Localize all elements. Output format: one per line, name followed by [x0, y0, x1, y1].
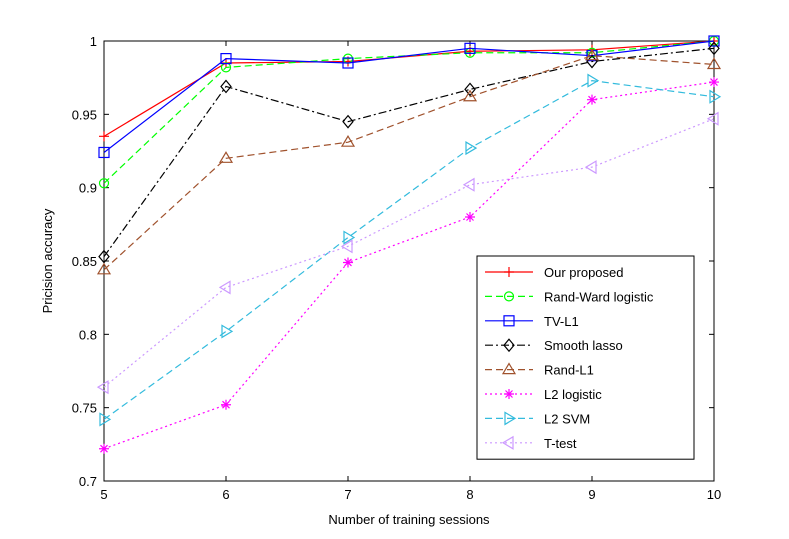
- legend-item: T-test: [485, 435, 577, 451]
- data-point: [342, 114, 354, 129]
- y-tick-label: 0.7: [79, 474, 97, 489]
- data-point: [343, 230, 356, 245]
- data-point: [221, 324, 234, 339]
- data-point: [584, 48, 600, 61]
- x-axis-label: Number of training sessions: [328, 512, 490, 527]
- data-point: [342, 57, 354, 69]
- data-point: [220, 62, 232, 73]
- legend-label: Rand-L1: [544, 363, 594, 378]
- legend-label: T-test: [544, 436, 577, 451]
- series-line: [103, 47, 715, 257]
- legend-marker: [501, 435, 514, 450]
- y-tick-label: 0.8: [79, 327, 97, 342]
- legend-label: Smooth lasso: [544, 338, 623, 353]
- series-line: [103, 40, 715, 153]
- x-tick-label: 7: [344, 487, 351, 502]
- legend-label: L2 logistic: [544, 387, 602, 402]
- legend-marker: [503, 291, 515, 302]
- series-line: [103, 55, 715, 271]
- x-tick-label: 8: [466, 487, 473, 502]
- data-point: [462, 177, 475, 192]
- data-point: [706, 57, 722, 70]
- x-tick-label: 9: [588, 487, 595, 502]
- y-tick-label: 0.9: [79, 181, 97, 196]
- data-point: [99, 412, 112, 427]
- data-point: [218, 280, 231, 295]
- data-point: [221, 399, 231, 410]
- data-point: [708, 41, 720, 56]
- data-point: [706, 111, 719, 126]
- data-point: [465, 141, 478, 156]
- series-line: [103, 118, 715, 388]
- series-l2-svm: [99, 73, 722, 427]
- data-point: [587, 73, 600, 88]
- data-point: [340, 135, 356, 147]
- series-tv-l1: [98, 35, 720, 159]
- legend-label: Rand-Ward logistic: [544, 289, 654, 304]
- data-point: [96, 262, 112, 275]
- series-t-test: [96, 111, 719, 395]
- legend-marker: [503, 315, 515, 327]
- x-tick-label: 5: [100, 487, 107, 502]
- x-tick-label: 10: [707, 487, 721, 502]
- data-point: [709, 77, 719, 88]
- y-tick-label: 0.85: [72, 254, 97, 269]
- legend-item: Rand-Ward logistic: [485, 289, 654, 304]
- legend-marker: [504, 389, 514, 399]
- series-line: [103, 40, 715, 184]
- y-tick-label: 1: [90, 34, 97, 49]
- data-point: [464, 42, 476, 54]
- data-point: [99, 131, 109, 142]
- data-point: [584, 160, 597, 175]
- series-layer: [96, 35, 722, 454]
- data-point: [465, 212, 475, 222]
- data-point: [98, 146, 110, 159]
- legend-label: L2 SVM: [544, 411, 590, 426]
- legend-item: L2 logistic: [485, 387, 602, 402]
- legend-marker: [504, 267, 514, 277]
- legend-label: TV-L1: [544, 314, 579, 329]
- legend: Our proposed Rand-Ward logistic TV-L1 Smoot…: [476, 255, 695, 460]
- axis-ticks: 5 6 7 8 9 10 0.7 0.75 0.8 0.85 0.9 0.95 1: [72, 34, 722, 502]
- data-point: [464, 82, 476, 97]
- data-point: [98, 249, 110, 264]
- legend-item: Our proposed: [485, 265, 624, 280]
- data-point: [98, 178, 110, 189]
- data-point: [220, 79, 232, 94]
- legend-item: L2 SVM: [485, 411, 590, 426]
- data-point: [218, 151, 234, 163]
- series-line: [103, 40, 715, 137]
- legend-box: [476, 255, 695, 460]
- data-point: [708, 35, 720, 47]
- data-point: [340, 239, 353, 254]
- data-point: [220, 52, 232, 65]
- x-tick-label: 6: [222, 487, 229, 502]
- legend-label: Our proposed: [544, 265, 624, 280]
- legend-item: Rand-L1: [485, 362, 594, 378]
- legend-item: Smooth lasso: [485, 338, 623, 353]
- legend-item: TV-L1: [485, 314, 579, 329]
- data-point: [96, 380, 109, 395]
- series-rand-l1: [96, 48, 722, 275]
- y-tick-label: 0.95: [72, 107, 97, 122]
- data-point: [709, 89, 722, 104]
- series-line: [103, 79, 715, 420]
- data-point: [462, 89, 478, 102]
- legend-marker: [503, 338, 515, 353]
- data-point: [99, 443, 109, 454]
- y-axis-label: Pricision accuracy: [40, 208, 55, 313]
- data-point: [587, 94, 597, 105]
- legend-marker: [501, 362, 517, 375]
- y-tick-label: 0.75: [72, 401, 97, 416]
- data-point: [343, 257, 353, 268]
- series-l2-logistic: [99, 77, 719, 454]
- legend-marker: [504, 411, 517, 426]
